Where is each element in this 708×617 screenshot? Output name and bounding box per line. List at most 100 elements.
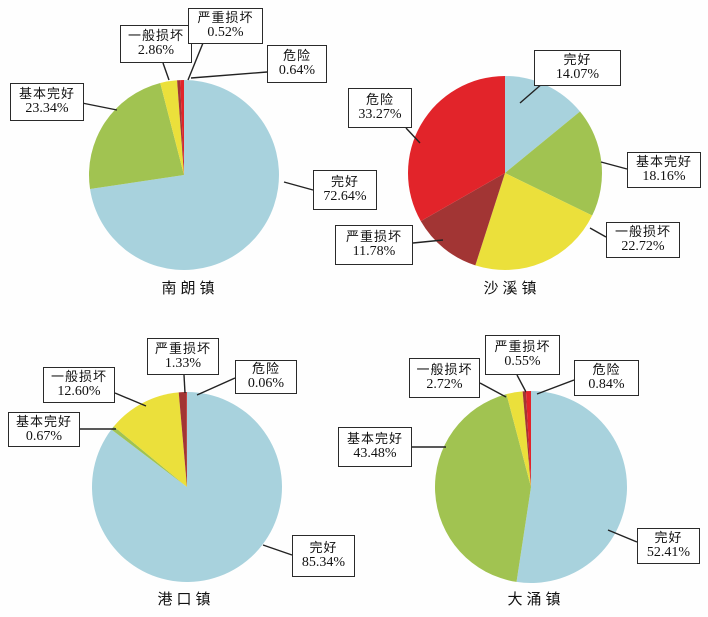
leader-line (187, 42, 204, 81)
label-box-serious-damage: 严重损坏 11.78% (335, 225, 413, 265)
label-box-danger: 危险 0.84% (574, 360, 639, 396)
slice-label: 完好 (309, 540, 338, 556)
leader-line (519, 82, 544, 104)
label-box-intact: 完好 72.64% (313, 170, 377, 210)
slice-pct: 11.78% (352, 244, 396, 260)
slice-label: 危险 (592, 362, 621, 378)
slice-pct: 0.84% (588, 377, 625, 393)
slice-pct: 0.67% (25, 428, 63, 444)
slice-label: 一般损坏 (614, 224, 671, 240)
slice-label: 基本完好 (18, 86, 75, 102)
leader-line (412, 239, 444, 244)
label-box-general-damage: 一般损坏 2.72% (409, 358, 480, 398)
slice-pct: 12.60% (57, 384, 101, 400)
slice-pct: 72.64% (323, 189, 367, 205)
slice-label: 严重损坏 (154, 340, 211, 356)
slice-pct: 2.86% (137, 43, 175, 59)
label-box-general-damage: 一般损坏 2.86% (120, 25, 192, 63)
slice-label: 严重损坏 (345, 229, 402, 245)
chart-title-dayong: 大涌镇 (507, 592, 565, 608)
label-box-danger: 危险 33.27% (348, 88, 412, 128)
pie-slice-intact (91, 392, 282, 583)
pie-slice-danger (525, 390, 531, 487)
slice-pct: 43.48% (353, 446, 397, 462)
slice-label: 基本完好 (15, 413, 72, 429)
label-box-intact: 完好 14.07% (534, 50, 621, 86)
slice-pct: 18.16% (642, 169, 686, 185)
pie-slice-basically_intact (434, 394, 531, 582)
label-box-general-damage: 一般损坏 12.60% (43, 367, 115, 403)
pie-slice-serious_damage (522, 391, 531, 487)
slice-label: 危险 (282, 48, 311, 64)
slice-label: 基本完好 (635, 154, 692, 170)
slice-label: 一般损坏 (50, 369, 107, 385)
slice-pct: 23.34% (25, 101, 69, 117)
slice-pct: 0.64% (278, 63, 316, 79)
pie-slice-serious_damage (177, 80, 184, 175)
leader-line (600, 161, 628, 170)
pie-slice-general_damage (113, 392, 187, 487)
label-box-serious-damage: 严重损坏 0.55% (485, 335, 560, 375)
label-box-serious-damage: 严重损坏 0.52% (188, 8, 263, 44)
slice-pct: 0.52% (207, 25, 244, 41)
chart-title-nanlang: 南朗镇 (161, 281, 219, 297)
slice-pct: 85.34% (301, 555, 346, 571)
pie-slice-danger (180, 80, 184, 175)
label-box-basically-intact: 基本完好 18.16% (627, 152, 701, 188)
leader-line (190, 71, 268, 79)
leader-line (162, 62, 170, 81)
leader-line (196, 377, 236, 396)
slice-label: 基本完好 (346, 431, 403, 447)
slice-label: 完好 (330, 174, 359, 190)
chart-title-shaxi: 沙溪镇 (483, 281, 541, 297)
chart-title-gangkou: 港口镇 (157, 592, 215, 608)
slice-label: 危险 (251, 361, 280, 377)
slice-label: 严重损坏 (197, 10, 254, 26)
slice-label: 一般损坏 (416, 362, 473, 378)
slice-label: 危险 (365, 92, 394, 108)
leader-line (283, 181, 314, 191)
pie-slice-danger (407, 75, 505, 222)
label-box-danger: 危险 0.06% (235, 360, 297, 394)
pie-slice-basically_intact (88, 83, 184, 190)
slice-pct: 0.55% (504, 354, 541, 370)
pie-slice-basically_intact (111, 426, 187, 487)
label-box-basically-intact: 基本完好 0.67% (8, 412, 80, 447)
slice-pct: 33.27% (358, 107, 402, 123)
leader-line (516, 374, 527, 393)
pie-slice-intact (516, 391, 628, 583)
slice-label: 完好 (563, 52, 592, 68)
label-box-general-damage: 一般损坏 22.72% (606, 222, 680, 258)
label-box-intact: 完好 85.34% (292, 535, 355, 577)
label-box-serious-damage: 严重损坏 1.33% (147, 338, 219, 375)
leader-line (183, 374, 186, 394)
slice-pct: 22.72% (621, 239, 665, 255)
label-box-intact: 完好 52.41% (637, 528, 700, 564)
pie-slice-serious_damage (420, 173, 505, 266)
label-box-basically-intact: 基本完好 43.48% (338, 427, 412, 467)
leader-line (114, 392, 147, 407)
pie-slice-general_damage (160, 80, 184, 175)
slice-label: 完好 (654, 530, 683, 546)
slice-pct: 1.33% (164, 355, 202, 371)
leader-line (589, 227, 607, 238)
leader-line (262, 544, 293, 556)
label-box-basically-intact: 基本完好 23.34% (10, 83, 84, 121)
leader-line (536, 379, 575, 395)
slice-pct: 14.07% (555, 67, 600, 83)
leader-line (607, 529, 638, 543)
leader-line (405, 127, 421, 144)
pie-slice-intact (90, 80, 279, 270)
slice-pct: 52.41% (646, 545, 691, 561)
pie-slice-general_damage (475, 173, 593, 271)
label-box-danger: 危险 0.64% (267, 45, 327, 83)
slice-label: 严重损坏 (494, 339, 551, 355)
pie-slice-basically_intact (505, 111, 602, 216)
leader-line (479, 382, 507, 398)
pie-slice-general_damage (506, 391, 531, 487)
leader-line (81, 102, 118, 111)
slice-label: 一般损坏 (127, 28, 184, 44)
slice-pct: 0.06% (247, 376, 285, 392)
